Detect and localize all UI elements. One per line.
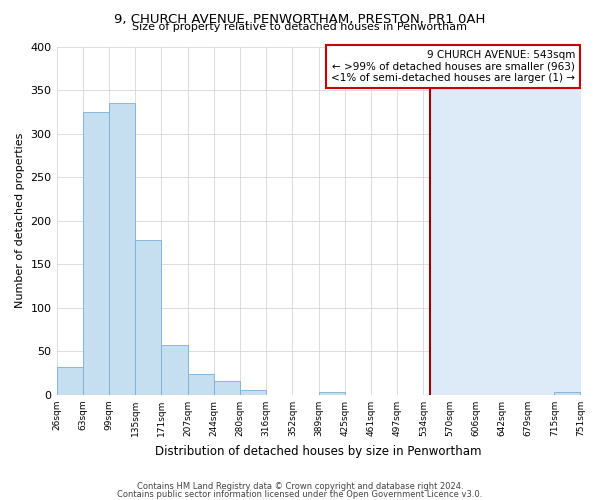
Text: Size of property relative to detached houses in Penwortham: Size of property relative to detached ho… — [133, 22, 467, 32]
Bar — [56, 367, 83, 395]
Text: 9, CHURCH AVENUE, PENWORTHAM, PRESTON, PR1 0AH: 9, CHURCH AVENUE, PENWORTHAM, PRESTON, P… — [115, 12, 485, 26]
Bar — [430, 46, 581, 395]
Text: Contains HM Land Registry data © Crown copyright and database right 2024.: Contains HM Land Registry data © Crown c… — [137, 482, 463, 491]
Bar — [161, 346, 188, 395]
Bar — [319, 392, 345, 395]
Text: Contains public sector information licensed under the Open Government Licence v3: Contains public sector information licen… — [118, 490, 482, 499]
Bar — [240, 390, 266, 395]
Bar — [135, 240, 161, 395]
Y-axis label: Number of detached properties: Number of detached properties — [15, 133, 25, 308]
Bar — [109, 103, 135, 395]
Bar — [214, 381, 240, 395]
Bar — [83, 112, 109, 395]
Bar — [188, 374, 214, 395]
Text: 9 CHURCH AVENUE: 543sqm
← >99% of detached houses are smaller (963)
<1% of semi-: 9 CHURCH AVENUE: 543sqm ← >99% of detach… — [331, 50, 575, 83]
X-axis label: Distribution of detached houses by size in Penwortham: Distribution of detached houses by size … — [155, 444, 482, 458]
Bar — [554, 392, 580, 395]
